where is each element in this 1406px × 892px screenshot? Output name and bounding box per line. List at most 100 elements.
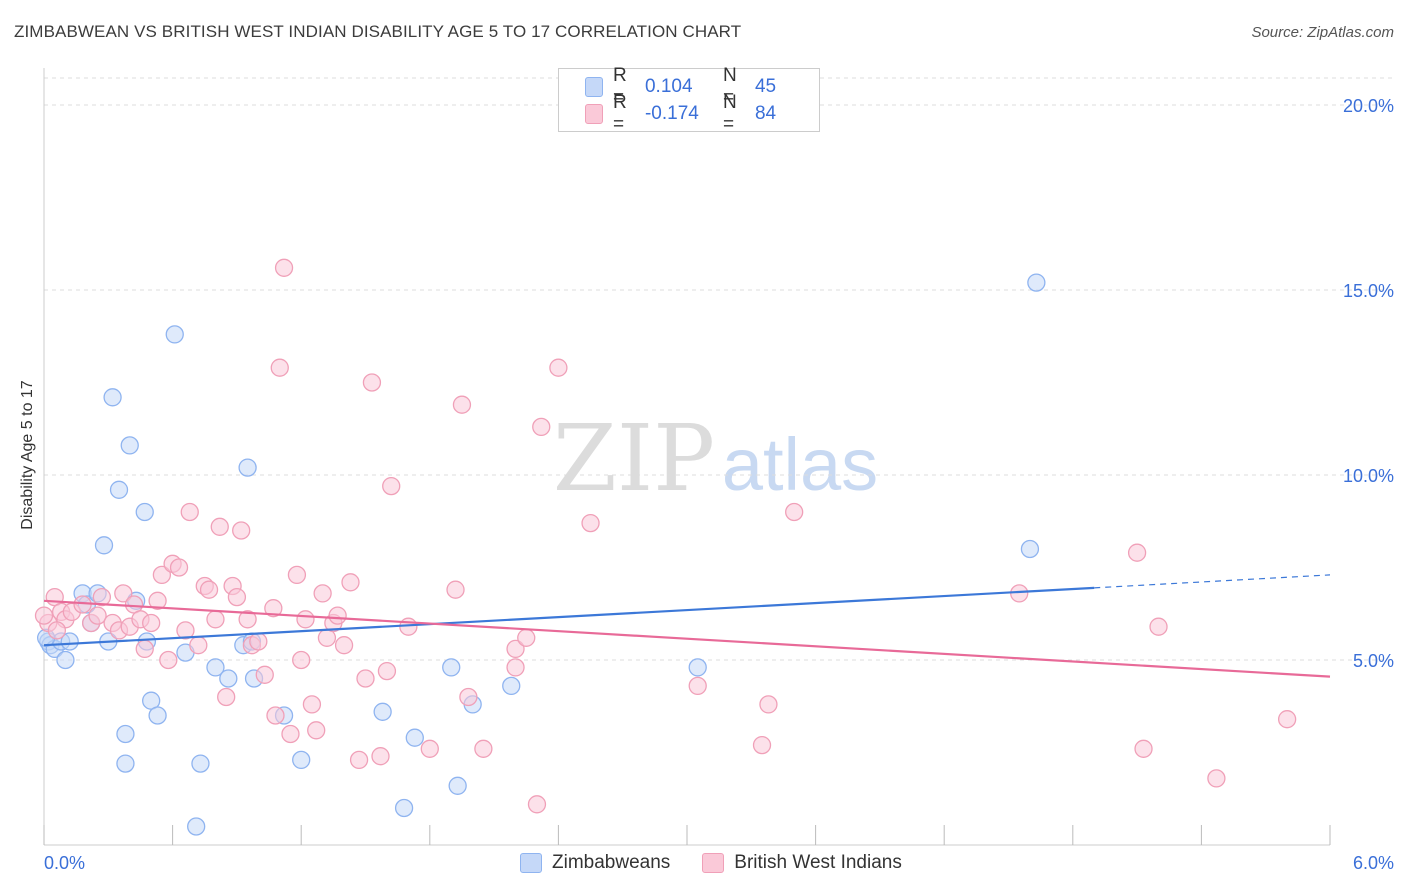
legend-swatch-british-west-indians: [702, 853, 725, 873]
zimbabwean-point: [206, 658, 225, 677]
british-west-indian-point: [264, 599, 283, 618]
y-tick-label: 10.0%: [1343, 466, 1394, 486]
british-west-indian-point: [349, 750, 369, 770]
legend-item-british-west-indians[interactable]: British West Indians: [702, 852, 902, 874]
british-west-indian-point: [296, 610, 315, 629]
british-west-indian-point: [255, 665, 274, 684]
zimbabwean-point: [116, 754, 135, 773]
british-west-indian-point: [356, 669, 375, 688]
british-west-indian-point: [446, 580, 465, 599]
zimbabwean-point: [60, 632, 79, 651]
british-west-indian-point: [47, 621, 67, 640]
legend-swatch-british-west-indians: [585, 104, 603, 124]
zimbabwean-point: [1020, 539, 1040, 559]
british-west-indian-point: [266, 706, 285, 725]
british-west-indian-point: [281, 724, 300, 744]
legend-r-value: 0.104: [644, 76, 693, 97]
watermark-zip: ZIP: [553, 405, 715, 512]
british-west-indian-point: [759, 695, 778, 714]
zimbabwean-trend-extension: [1094, 574, 1331, 589]
legend-r-value: -0.174: [644, 103, 699, 124]
british-west-indian-point: [302, 695, 322, 714]
zimbabwean-point: [502, 676, 521, 696]
british-west-indian-point: [169, 558, 189, 577]
british-west-indian-point: [1010, 584, 1029, 603]
zimbabwean-point: [109, 480, 129, 499]
british-west-indian-point: [232, 521, 251, 540]
british-west-indian-point: [199, 580, 219, 599]
zimbabwean-trend-line: [43, 586, 1095, 647]
zimbabwean-point: [135, 502, 154, 522]
zimbabwean-point: [442, 658, 461, 677]
british-west-indian-point: [1207, 769, 1226, 788]
zimbabwean-point: [187, 817, 206, 836]
chart-title: ZIMBABWEAN VS BRITISH WEST INDIAN DISABI…: [14, 22, 742, 41]
british-west-indian-point: [549, 358, 568, 377]
zimbabwean-point: [103, 388, 122, 407]
legend-swatch-zimbabweans: [585, 77, 603, 97]
british-west-indian-point: [249, 632, 268, 651]
british-west-indian-point: [377, 661, 397, 681]
british-west-indian-point: [88, 606, 107, 625]
y-tick-label: 20.0%: [1343, 96, 1394, 116]
british-west-indian-point: [382, 476, 401, 496]
zimbabwean-point: [219, 669, 238, 688]
british-west-indian-point: [152, 565, 172, 585]
british-west-indian-point: [217, 687, 236, 707]
british-west-indian-point: [334, 636, 354, 655]
y-tick-label: 15.0%: [1343, 281, 1394, 301]
british-west-indian-point: [274, 258, 294, 277]
legend-label-zimbabweans: Zimbabweans: [552, 852, 671, 873]
british-west-indian-point: [159, 650, 178, 670]
british-west-indian-point: [752, 735, 772, 755]
zimbabwean-point: [94, 536, 114, 555]
british-west-indian-point: [287, 565, 307, 585]
watermark-atlas: atlas: [722, 423, 878, 506]
british-west-indian-point: [328, 606, 347, 625]
legend-n-label: N =: [722, 92, 737, 135]
zimbabwean-point: [191, 754, 210, 773]
british-west-indian-point: [238, 610, 257, 629]
british-west-indian-point: [420, 739, 439, 758]
legend-n-label: N =: [722, 65, 737, 108]
british-west-indian-point: [532, 417, 551, 437]
british-west-indian-point: [292, 650, 311, 670]
zimbabwean-point: [292, 750, 311, 770]
british-west-indian-point: [341, 573, 360, 592]
zimbabwean-point: [405, 728, 424, 747]
zimbabwean-point: [373, 702, 392, 721]
zimbabwean-point: [448, 776, 467, 795]
zimbabwean-point: [1027, 273, 1046, 292]
british-west-indian-point: [527, 795, 547, 814]
stats-legend: R = 0.104 N = 45 R = -0.174 N = 84: [558, 65, 820, 135]
british-west-indian-point: [206, 610, 225, 629]
british-west-indian-point: [506, 639, 525, 659]
british-west-indian-point: [148, 591, 167, 610]
zimbabwean-point: [148, 706, 167, 725]
source-label: Source: ZipAtlas.com: [1251, 24, 1394, 41]
british-west-indian-point: [210, 517, 229, 536]
british-west-indian-point: [142, 613, 161, 633]
british-west-indian-point: [459, 687, 478, 707]
zimbabwean-point: [56, 650, 75, 670]
x-tick-label: 6.0%: [1353, 853, 1394, 873]
zimbabwean-point: [165, 325, 184, 344]
british-west-indian-point: [114, 584, 133, 603]
british-west-indian-point: [1127, 543, 1147, 562]
british-west-indian-point: [227, 587, 247, 607]
legend-n-value: 84: [754, 103, 777, 124]
british-west-indian-point: [506, 658, 525, 677]
british-west-indian-point: [135, 639, 154, 659]
british-west-indian-point: [34, 606, 54, 625]
british-west-indian-point: [307, 721, 326, 740]
zimbabwean-point: [238, 458, 257, 477]
x-tick-label: 0.0%: [44, 853, 85, 873]
zimbabwean-point: [116, 724, 135, 744]
zimbabwean-point: [688, 658, 707, 677]
british-west-indian-point: [176, 621, 195, 640]
legend-r-label: R =: [612, 92, 627, 135]
legend-item-zimbabweans[interactable]: Zimbabweans: [520, 852, 670, 874]
british-west-indian-point: [313, 584, 332, 603]
british-west-indian-point: [474, 739, 493, 758]
